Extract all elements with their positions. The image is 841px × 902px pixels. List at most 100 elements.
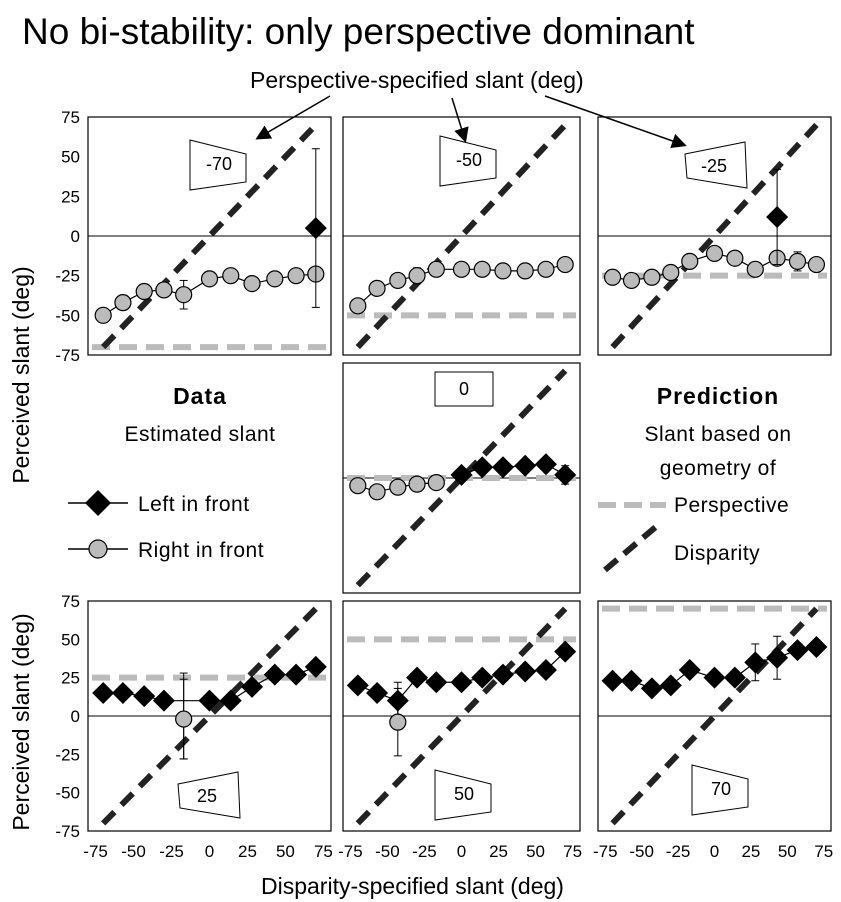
data-point-left — [406, 666, 429, 689]
data-point-left — [744, 651, 767, 674]
data-point-right — [94, 306, 112, 324]
x-tick-label: 0 — [710, 842, 719, 861]
data-point-left — [241, 675, 264, 698]
data-point-right — [516, 262, 534, 280]
y-tick-label: -50 — [55, 784, 80, 803]
y-axis-label-top: Perceived slant (deg) — [8, 266, 34, 483]
legend-left-in-front: Left in front — [68, 490, 250, 516]
data-point-right — [705, 244, 724, 263]
y-axis-label-bottom: Perceived slant (deg) — [8, 613, 34, 830]
data-point-right — [389, 478, 407, 496]
chart-panel: -70 -75 -50 -25 0 25 50 75 — [55, 108, 332, 365]
data-point-right — [622, 271, 641, 290]
data-point-left — [766, 205, 789, 228]
x-tick-label: -50 — [121, 842, 146, 861]
plot-area — [343, 122, 580, 350]
data-point-right — [287, 267, 305, 285]
legend-right-in-front: Right in front — [68, 539, 264, 562]
y-tick-label: -25 — [55, 267, 80, 286]
slant-box-label: 25 — [197, 786, 217, 806]
y-tick-label: 25 — [61, 669, 80, 688]
data-point-left — [346, 674, 369, 697]
circle-marker-icon — [88, 539, 108, 559]
chart-panel: 50 -75 -50 -25 0 25 50 75 — [338, 600, 582, 861]
x-tick-label: -50 — [629, 842, 654, 861]
slant-box-label: 70 — [711, 779, 731, 799]
data-point-left — [640, 677, 663, 700]
plot-area — [343, 368, 580, 588]
legend-right-label: Right in front — [138, 539, 264, 562]
data-point-left — [601, 669, 624, 692]
panel-frame — [597, 600, 832, 832]
slant-box — [691, 764, 749, 816]
x-tick-label: 75 — [314, 842, 333, 861]
data-point-right — [175, 286, 193, 304]
data-point-right — [473, 260, 491, 278]
data-point-right — [200, 270, 219, 288]
data-point-left — [285, 663, 308, 686]
slant-box — [684, 141, 748, 189]
data-point-left — [786, 639, 809, 662]
data-point-right — [556, 255, 574, 274]
arrow-to-panel-25 — [544, 95, 687, 149]
y-tick-label: 75 — [61, 108, 80, 127]
y-tick-label: 0 — [71, 227, 80, 246]
plot-area — [88, 122, 331, 351]
data-point-right — [266, 270, 284, 288]
data-point-left — [304, 655, 327, 678]
data-point-left — [766, 646, 789, 669]
prediction-line2: geometry of — [660, 457, 776, 480]
x-tick-label: 25 — [741, 842, 760, 861]
data-point-left — [723, 666, 746, 689]
y-tick-label: 0 — [71, 707, 80, 726]
data-point-left — [703, 666, 726, 689]
data-point-left — [263, 663, 286, 686]
data-point-right — [643, 268, 661, 286]
static-layer: No bi-stability: only perspective domina… — [8, 11, 791, 899]
legend-left-label: Left in front — [138, 493, 250, 516]
y-tick-label: -75 — [55, 346, 80, 365]
data-point-left — [92, 682, 115, 704]
data-point-left — [659, 674, 682, 697]
y-tick-label: -50 — [55, 306, 80, 325]
slant-box — [439, 135, 497, 187]
legend-disparity: Disparity — [603, 522, 760, 573]
data-point-right — [368, 483, 386, 501]
chart-title: No bi-stability: only perspective domina… — [22, 11, 695, 52]
x-tick-label: 25 — [238, 842, 257, 861]
data-point-right — [603, 268, 622, 286]
data-point-right — [114, 294, 132, 312]
diamond-marker-icon — [85, 490, 111, 516]
data-point-right — [389, 713, 407, 731]
disparity-line — [355, 368, 568, 588]
slant-box-label: -70 — [206, 154, 232, 174]
data-point-right — [807, 255, 826, 274]
panel-frame — [597, 116, 832, 356]
data-point-left — [554, 640, 577, 663]
panel-frame — [87, 116, 332, 356]
data-point-left — [366, 682, 389, 704]
x-tick-label: 75 — [814, 842, 833, 861]
data-point-left — [534, 659, 557, 681]
x-tick-label: 50 — [778, 842, 797, 861]
x-tick-label: -75 — [338, 842, 363, 861]
slant-box — [177, 771, 241, 819]
plot-area — [598, 605, 831, 826]
data-point-left — [111, 682, 134, 704]
slant-box — [434, 769, 492, 821]
data-point-right — [537, 260, 555, 278]
x-tick-label: -75 — [83, 842, 108, 861]
panel-frame — [342, 600, 581, 832]
data-point-left — [514, 454, 537, 477]
data-point-left — [471, 456, 494, 479]
data-point-right — [349, 297, 367, 315]
y-tick-label: 50 — [61, 148, 80, 167]
data-point-left — [450, 463, 473, 486]
plot-area — [88, 606, 331, 826]
slant-box-label: -25 — [701, 156, 727, 176]
data-point-right — [788, 252, 807, 270]
data-subtitle: Estimated slant — [124, 423, 275, 446]
y-tick-label: 25 — [61, 187, 80, 206]
